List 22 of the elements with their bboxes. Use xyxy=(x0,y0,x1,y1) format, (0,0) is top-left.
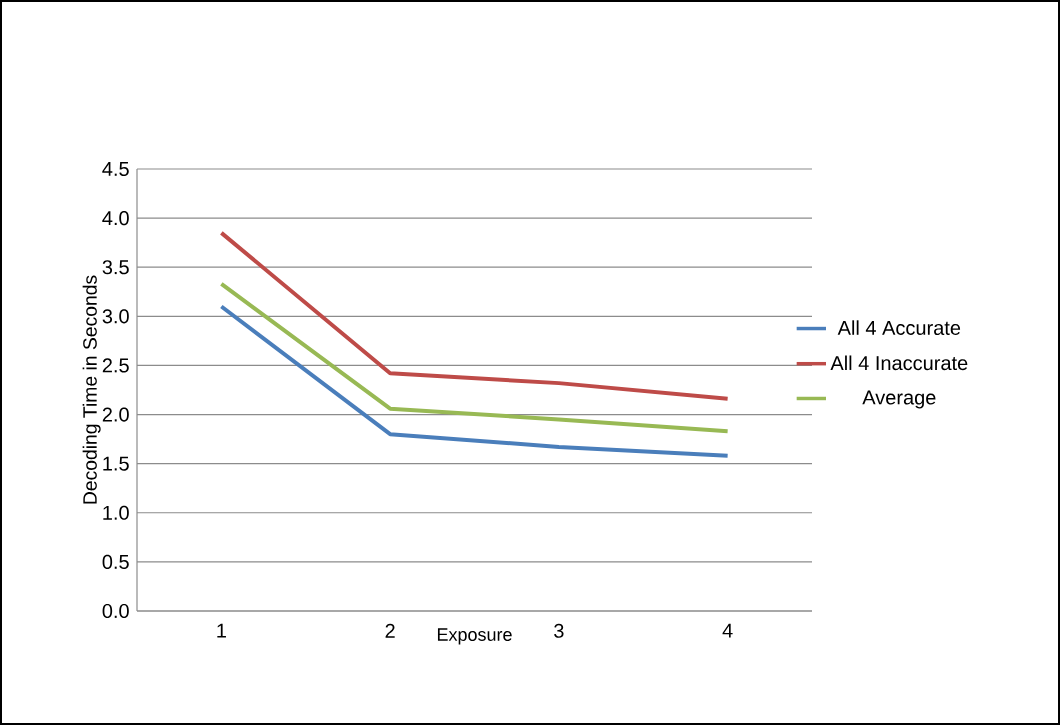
x-tick-label: 3 xyxy=(554,623,564,638)
line-series xyxy=(219,281,730,434)
legend-label: All 4 Inaccurate xyxy=(830,355,968,371)
y-axis-title: Decoding Time in Seconds xyxy=(82,275,101,504)
legend-label: All 4 Accurate xyxy=(837,320,961,335)
y-tick-label: 0.5 xyxy=(102,554,129,569)
x-tick-label: 1 xyxy=(217,623,226,638)
y-tick-label: 2.0 xyxy=(102,407,129,422)
y-tick-label: 1.5 xyxy=(103,456,129,471)
y-tick-label: 0.0 xyxy=(102,603,129,619)
x-axis-title: Exposure xyxy=(437,628,512,645)
y-tick-label: 4.5 xyxy=(102,162,129,176)
line-series xyxy=(219,230,730,401)
x-tick-label: 2 xyxy=(385,623,395,638)
y-tick-label: 4.0 xyxy=(102,211,129,226)
y-tick-label: 2.5 xyxy=(102,358,129,373)
x-tick-label: 4 xyxy=(722,623,733,638)
y-tick-label: 1.0 xyxy=(103,505,129,520)
line-series xyxy=(219,304,730,458)
y-tick-label: 3.0 xyxy=(102,309,129,324)
legend-label: Average xyxy=(862,390,936,409)
y-tick-label: 3.5 xyxy=(102,260,129,275)
